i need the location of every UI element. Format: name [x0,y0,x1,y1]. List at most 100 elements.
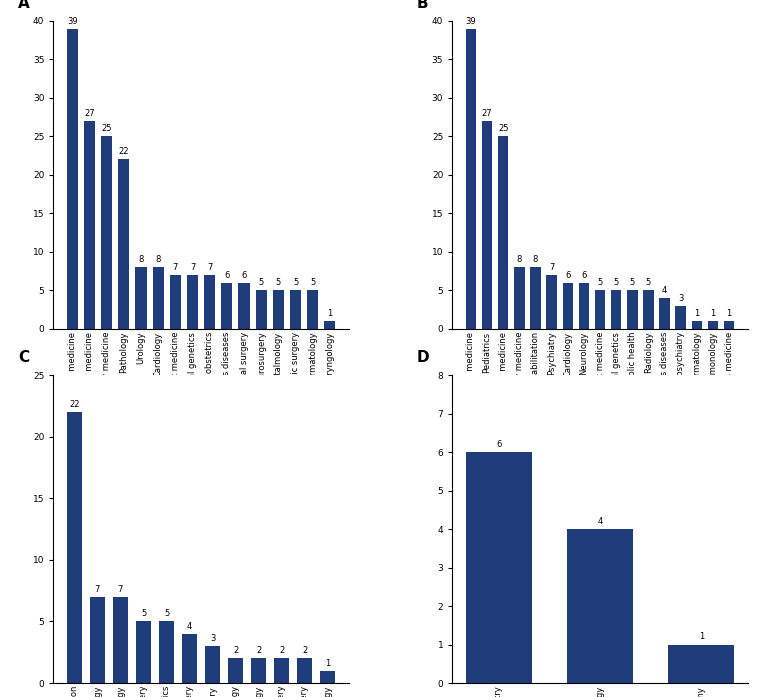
Text: 5: 5 [613,278,619,287]
Bar [546,275,557,329]
Bar [691,321,702,329]
Text: 1: 1 [710,309,716,318]
Bar [324,321,336,329]
Text: 8: 8 [533,255,538,264]
Text: 5: 5 [275,278,281,287]
Text: 5: 5 [629,278,635,287]
Bar [562,283,573,329]
Text: 4: 4 [597,517,603,526]
Text: 6: 6 [565,270,571,279]
Bar [465,452,532,683]
Text: 2: 2 [256,646,262,655]
Bar [136,622,151,683]
Text: 7: 7 [190,263,195,272]
Bar [118,160,130,329]
Bar [159,622,174,683]
Bar [530,267,541,329]
Bar [298,659,312,683]
Text: 7: 7 [207,263,212,272]
Text: 8: 8 [517,255,522,264]
Bar [567,529,633,683]
Bar [113,597,128,683]
Bar [668,645,734,683]
Bar [153,267,164,329]
Text: 1: 1 [325,659,330,668]
Text: 5: 5 [293,278,298,287]
Text: 22: 22 [119,148,129,156]
Text: 5: 5 [141,609,146,618]
Bar [239,283,250,329]
Text: 6: 6 [224,270,230,279]
Bar [136,267,146,329]
Text: 7: 7 [95,585,100,594]
Text: 27: 27 [481,109,492,118]
Text: 5: 5 [597,278,603,287]
Bar [90,597,105,683]
Bar [204,275,215,329]
Bar [228,659,243,683]
Text: 1: 1 [699,632,704,641]
Text: 7: 7 [549,263,554,272]
Bar [627,291,638,329]
Text: 3: 3 [678,293,684,302]
Text: 2: 2 [279,646,285,655]
Bar [170,275,181,329]
Bar [643,291,654,329]
Bar [205,646,221,683]
Bar [514,267,525,329]
Text: 39: 39 [67,17,78,26]
Bar [611,291,621,329]
Bar [320,671,336,683]
Bar [275,659,289,683]
Bar [251,659,266,683]
Text: 5: 5 [164,609,169,618]
Bar [708,321,718,329]
Text: 7: 7 [172,263,178,272]
Bar [221,283,233,329]
Text: 8: 8 [156,255,161,264]
Text: 39: 39 [465,17,476,26]
Text: 5: 5 [259,278,264,287]
Text: C: C [18,351,29,365]
Text: 6: 6 [241,270,246,279]
Text: 6: 6 [581,270,587,279]
Text: 1: 1 [694,309,700,318]
Text: D: D [417,351,430,365]
Bar [67,29,78,329]
Text: 1: 1 [726,309,732,318]
Text: 8: 8 [138,255,143,264]
Bar [578,283,589,329]
Text: 7: 7 [118,585,123,594]
Bar [182,634,197,683]
Bar [67,412,82,683]
Text: 3: 3 [210,634,215,643]
Text: 25: 25 [498,124,508,133]
Text: 1: 1 [327,309,333,318]
Text: 2: 2 [302,646,307,655]
Text: 5: 5 [310,278,315,287]
Bar [595,291,605,329]
Bar [465,29,476,329]
Text: 22: 22 [69,400,79,409]
Bar [498,137,508,329]
Bar [482,121,492,329]
Bar [84,121,95,329]
Text: 6: 6 [496,440,501,449]
Text: B: B [417,0,429,11]
Bar [187,275,198,329]
Bar [101,137,112,329]
Text: 2: 2 [233,646,238,655]
Bar [273,291,284,329]
Bar [659,298,670,329]
Text: 25: 25 [101,124,112,133]
Text: 4: 4 [662,286,667,295]
Bar [290,291,301,329]
Text: A: A [18,0,30,11]
Bar [256,291,267,329]
Bar [307,291,318,329]
Bar [724,321,734,329]
Text: 4: 4 [187,622,192,631]
Bar [675,306,686,329]
Text: 5: 5 [645,278,651,287]
Text: 27: 27 [84,109,95,118]
